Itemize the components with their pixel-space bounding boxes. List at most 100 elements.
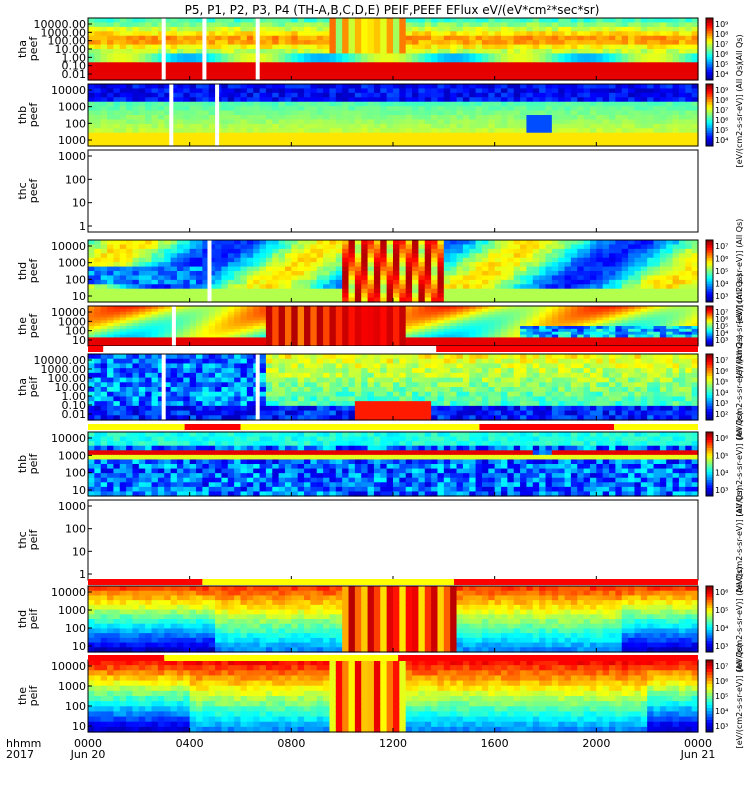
heatmap-cell [342, 88, 350, 94]
heatmap-cell [564, 35, 572, 41]
heatmap-cell [304, 40, 311, 46]
heatmap-cell [672, 244, 680, 250]
heatmap-cell [246, 66, 254, 72]
heatmap-cell [393, 323, 400, 327]
heatmap-cell [647, 115, 655, 121]
heatmap-cell [450, 288, 458, 294]
heatmap-cell [647, 57, 655, 63]
heatmap-cell [100, 297, 108, 303]
heatmap-cell [253, 311, 261, 316]
heatmap-cell [640, 22, 648, 28]
heatmap-cell [100, 320, 108, 324]
heatmap-cell [424, 334, 432, 339]
heatmap-cell [602, 84, 610, 90]
heatmap-cell [189, 297, 197, 303]
heatmap-cell [412, 275, 420, 281]
heatmap-cell [157, 262, 165, 268]
heatmap-cell [373, 75, 381, 81]
heatmap-cell [393, 284, 400, 290]
heatmap-cell [634, 84, 642, 90]
heatmap-cell [329, 297, 337, 303]
heatmap-cell [202, 323, 210, 327]
heatmap-cell [577, 240, 585, 246]
heatmap-cell [310, 106, 318, 112]
heatmap-cell [164, 71, 172, 77]
heatmap-cell [94, 132, 102, 138]
heatmap-cell [412, 22, 420, 28]
heatmap-cell [310, 257, 318, 263]
heatmap-cell [469, 279, 477, 285]
heatmap-cell [380, 44, 388, 50]
heatmap-cell [367, 328, 375, 333]
heatmap-cell [437, 53, 445, 59]
colorbar-swatch [706, 289, 713, 293]
heatmap-cell [539, 57, 547, 63]
heatmap-cell [342, 279, 350, 285]
heatmap-cell [602, 75, 610, 81]
heatmap-cell [100, 44, 108, 50]
heatmap-cell [596, 297, 604, 303]
heatmap-cell [329, 306, 337, 310]
heatmap-cell [551, 132, 559, 138]
heatmap-cell [513, 132, 521, 138]
heatmap-cell [354, 334, 362, 339]
heatmap-cell [119, 297, 127, 303]
heatmap-cell [615, 257, 623, 263]
heatmap-cell [354, 275, 362, 281]
heatmap-cell [418, 314, 426, 319]
heatmap-cell [304, 248, 311, 254]
heatmap-cell [138, 88, 146, 94]
heatmap-cell [647, 262, 655, 268]
heatmap-cell [119, 123, 127, 129]
heatmap-cell [145, 240, 153, 246]
heatmap-cell [138, 317, 146, 321]
heatmap-cell [215, 262, 223, 268]
colorbar-tick-label: 10⁷ [715, 106, 728, 115]
heatmap-cell [335, 57, 343, 63]
heatmap-cell [437, 18, 445, 24]
heatmap-cell [647, 297, 655, 303]
heatmap-cell [297, 40, 305, 46]
colorbar-swatch [706, 41, 713, 45]
heatmap-cell [208, 284, 216, 290]
heatmap-cell [386, 320, 394, 324]
heatmap-cell [253, 128, 261, 134]
heatmap-cell [259, 240, 267, 246]
heatmap-cell [176, 137, 184, 143]
heatmap-cell [196, 293, 203, 299]
heatmap-cell [443, 49, 451, 55]
heatmap-cell [157, 284, 165, 290]
heatmap-cell [176, 257, 184, 263]
heatmap-cell [418, 62, 426, 68]
heatmap-cell [520, 293, 528, 299]
heatmap-cell [310, 306, 318, 310]
heatmap-cell [666, 244, 674, 250]
heatmap-cell [367, 132, 375, 138]
heatmap-cell [284, 317, 292, 321]
heatmap-cell [621, 62, 629, 68]
heatmap-cell [367, 62, 375, 68]
heatmap-cell [558, 128, 566, 134]
heatmap-cell [405, 35, 413, 41]
heatmap-cell [621, 284, 629, 290]
heatmap-cell [570, 128, 578, 134]
heatmap-cell [215, 297, 223, 303]
heatmap-cell [513, 266, 521, 272]
heatmap-cell [354, 311, 362, 316]
heatmap-cell [577, 18, 585, 24]
heatmap-cell [615, 97, 623, 103]
heatmap-cell [329, 240, 337, 246]
heatmap-cell [221, 88, 229, 94]
heatmap-cell [170, 240, 178, 246]
heatmap-cell [647, 141, 655, 147]
heatmap-cell [666, 92, 674, 98]
heatmap-cell [412, 26, 420, 32]
heatmap-cell [170, 110, 178, 116]
heatmap-cell [412, 57, 420, 63]
heatmap-cell [342, 141, 350, 147]
heatmap-cell [443, 123, 451, 129]
heatmap-cell [545, 106, 553, 112]
heatmap-cell [634, 40, 642, 46]
heatmap-cell [583, 53, 591, 59]
heatmap-cell [189, 44, 197, 50]
